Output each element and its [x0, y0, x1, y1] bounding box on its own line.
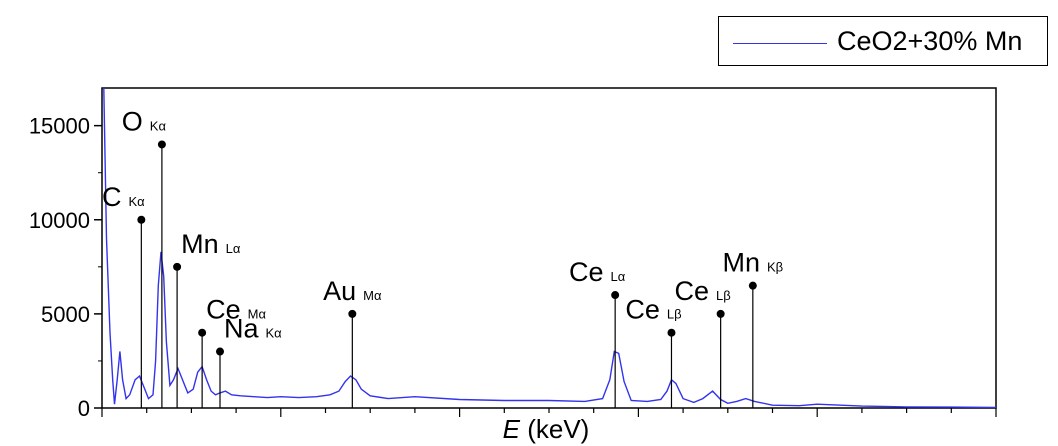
peak-label-line: Mα [363, 288, 382, 303]
y-tick-label: 15000 [29, 114, 90, 139]
peak-marker-dot [667, 328, 676, 337]
legend-label: CeO2+30% Mn [837, 26, 1023, 56]
peak-annotation: Ce Lα [569, 257, 626, 408]
x-axis-label-unit: (keV) [520, 414, 589, 444]
y-tick-label: 10000 [29, 208, 90, 233]
peak-label-line: Kβ [767, 260, 783, 275]
y-axis: 0 5000 10000 15000 [29, 114, 102, 421]
peak-annotation: Ce Lβ [675, 276, 731, 408]
peak-annotation: Mn Kβ [722, 248, 783, 408]
peak-marker-dot [348, 309, 357, 318]
peak-label: Ce Mα [206, 295, 266, 325]
x-axis-label-symbol: E [503, 414, 521, 444]
peak-marker-dot [157, 140, 166, 149]
peak-marker-dot [611, 291, 620, 300]
legend: CeO2+30% Mn [718, 16, 1048, 66]
peak-annotation: Au Mα [323, 276, 382, 408]
peak-label-line: Lβ [667, 307, 682, 322]
series-line [103, 88, 996, 408]
peak-label-line: Mα [248, 307, 267, 322]
x-axis-label: E (keV) [503, 414, 590, 444]
peak-label-line: Lα [226, 241, 241, 256]
peak-label-element: Ce [569, 257, 604, 287]
peak-label-line: Lα [611, 269, 626, 284]
peak-label: Na Kα [224, 314, 282, 344]
peak-label-element: Ce [625, 295, 660, 325]
peak-label-element: Mn [181, 229, 219, 259]
peak-label-element: C [102, 182, 122, 212]
peak-label-element: Ce [206, 295, 241, 325]
peak-label-line: Kα [150, 118, 167, 133]
peak-label-element: Mn [722, 248, 760, 278]
peak-marker-dot [748, 281, 757, 290]
peak-annotation: Mn Lα [173, 229, 241, 408]
peak-annotation: O Kα [122, 106, 167, 408]
peak-marker-dot [137, 215, 146, 224]
peak-label-line: Kα [128, 194, 145, 209]
peak-label-line: Kα [266, 326, 283, 341]
peak-label: Mn Lα [181, 229, 241, 259]
peak-annotation: C Kα [102, 182, 146, 408]
peak-label-element: O [122, 106, 143, 136]
peak-annotation: Na Kα [216, 314, 282, 408]
peak-marker-dot [173, 262, 182, 271]
peak-annotation: Ce Mα [198, 295, 266, 408]
peak-marker-dot [198, 328, 207, 337]
peak-label: Au Mα [323, 276, 382, 306]
peak-label-element: Ce [675, 276, 710, 306]
peak-marker-dot [716, 309, 725, 318]
peak-label: Ce Lα [569, 257, 626, 287]
peak-label-element: Na [224, 314, 259, 344]
peak-label: O Kα [122, 106, 167, 136]
peak-annotation: Ce Lβ [625, 295, 682, 408]
peak-label-element: Au [323, 276, 356, 306]
peak-label: Ce Lβ [625, 295, 681, 325]
x-axis [101, 408, 997, 417]
series-layer [103, 88, 996, 408]
y-tick-label: 0 [78, 396, 90, 421]
peak-label: Mn Kβ [722, 248, 783, 278]
legend-line-swatch [733, 43, 827, 44]
peak-label: Ce Lβ [675, 276, 731, 306]
y-tick-label: 5000 [41, 302, 90, 327]
peak-label: C Kα [102, 182, 145, 212]
peak-marker-dot [216, 347, 225, 356]
peak-label-line: Lβ [716, 288, 731, 303]
